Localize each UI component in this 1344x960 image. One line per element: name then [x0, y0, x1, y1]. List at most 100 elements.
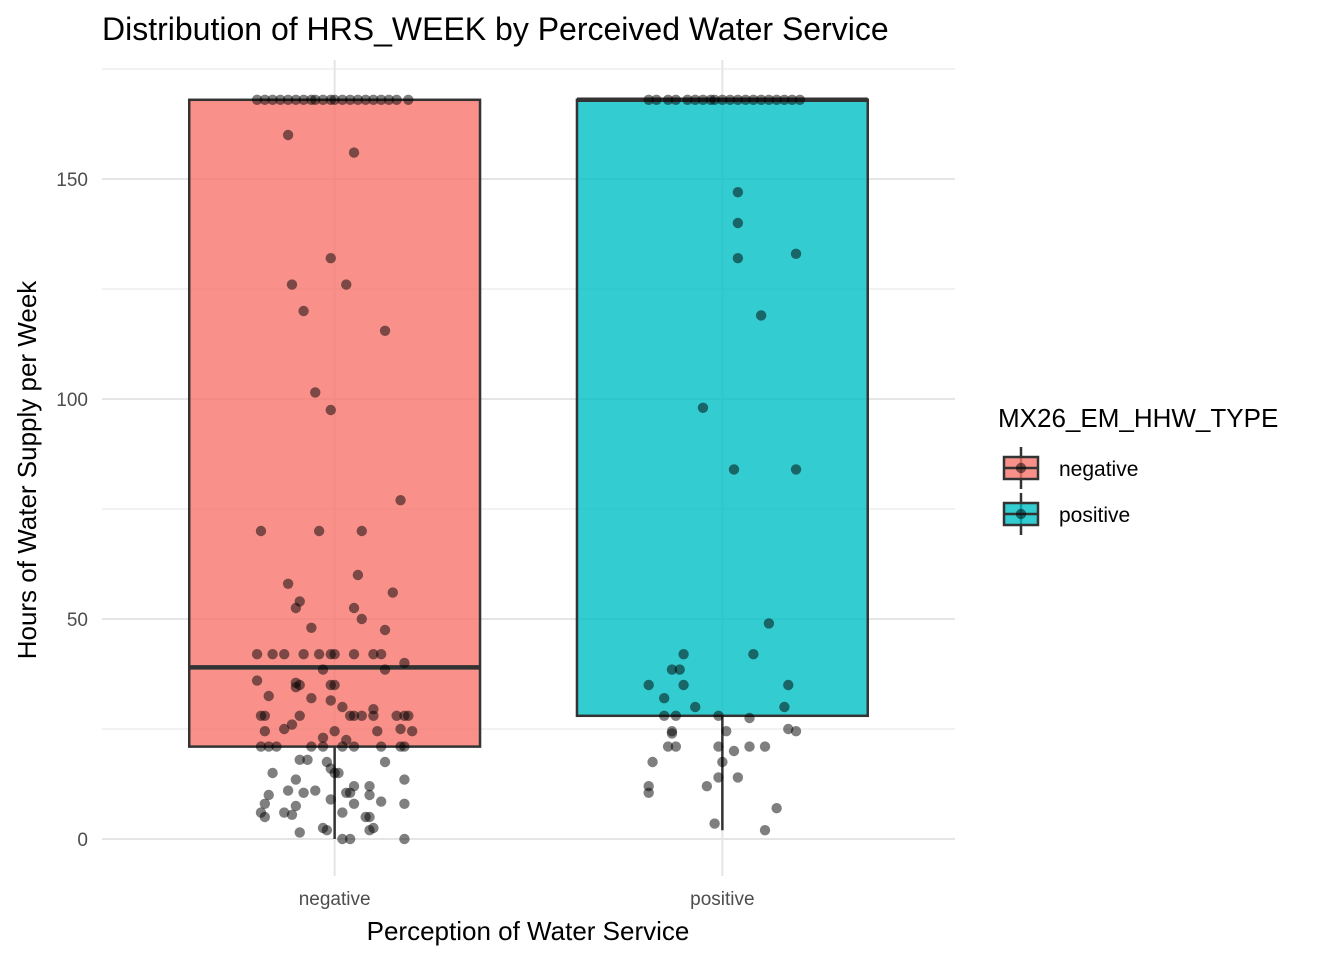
point-negative	[337, 701, 348, 713]
point-positive	[662, 94, 674, 106]
point-positive	[701, 781, 713, 792]
point-negative	[313, 649, 325, 660]
point-positive	[690, 94, 701, 106]
point-negative	[337, 833, 348, 845]
point-negative	[251, 94, 263, 106]
point-negative	[364, 811, 375, 823]
point-negative	[275, 94, 286, 106]
point-positive	[674, 664, 685, 675]
point-negative	[259, 811, 271, 823]
point-positive	[790, 248, 802, 259]
point-negative	[356, 525, 367, 537]
point-negative	[290, 94, 302, 106]
point-negative	[325, 253, 336, 264]
point-negative	[344, 94, 356, 106]
point-negative	[317, 664, 329, 675]
point-negative	[255, 525, 267, 537]
point-negative	[294, 710, 305, 721]
point-negative	[313, 525, 325, 537]
x-axis-title: Perception of Water Service	[367, 916, 690, 946]
point-negative	[348, 602, 360, 614]
point-negative	[263, 741, 274, 752]
point-negative	[337, 94, 348, 106]
y-tick-labels: 0 50 100 150	[56, 170, 88, 851]
point-positive	[666, 728, 678, 739]
point-positive	[678, 679, 689, 691]
point-negative	[348, 147, 360, 158]
point-negative	[379, 756, 391, 768]
point-negative	[286, 279, 298, 290]
point-negative	[267, 649, 278, 660]
x-tick-labels: negative positive	[299, 889, 755, 910]
point-positive	[713, 741, 724, 752]
point-negative	[375, 649, 387, 660]
point-negative	[251, 649, 263, 660]
point-positive	[732, 253, 744, 264]
point-negative	[329, 679, 340, 691]
point-negative	[290, 682, 302, 693]
point-negative	[399, 833, 410, 845]
point-negative	[282, 129, 294, 141]
point-positive	[771, 803, 782, 814]
point-positive	[709, 94, 720, 106]
point-positive	[732, 772, 744, 783]
point-negative	[290, 774, 302, 785]
point-negative	[321, 825, 333, 836]
point-negative	[379, 664, 391, 675]
point-positive	[666, 664, 678, 675]
point-negative	[279, 723, 290, 735]
point-negative	[337, 741, 348, 752]
point-negative	[263, 789, 274, 801]
point-negative	[325, 794, 336, 805]
point-positive	[651, 94, 662, 106]
point-negative	[294, 827, 305, 838]
point-negative	[329, 726, 340, 737]
point-negative	[286, 809, 298, 820]
point-negative	[310, 387, 321, 398]
point-negative	[259, 94, 271, 106]
point-positive	[643, 679, 654, 691]
point-negative	[399, 774, 410, 785]
y-axis-title: Hours of Water Supply per Week	[12, 280, 42, 660]
box-negative	[187, 98, 482, 839]
y-tick-label: 50	[67, 610, 88, 631]
point-positive	[771, 94, 782, 106]
point-positive	[786, 94, 798, 106]
point-negative	[329, 649, 340, 660]
chart-title: Distribution of HRS_WEEK by Perceived Wa…	[102, 11, 889, 47]
point-negative	[403, 710, 414, 721]
point-positive	[717, 756, 728, 768]
point-negative	[364, 825, 375, 836]
point-negative	[317, 94, 329, 106]
point-positive	[643, 94, 654, 106]
point-negative	[395, 723, 406, 735]
point-negative	[395, 495, 406, 506]
legend-title: MX26_EM_HHW_TYPE	[998, 403, 1278, 433]
point-negative	[383, 94, 395, 106]
point-positive	[759, 741, 771, 752]
point-positive	[728, 464, 740, 475]
point-positive	[732, 187, 744, 198]
point-negative	[329, 94, 340, 106]
point-negative	[399, 798, 410, 809]
point-negative	[251, 675, 263, 686]
box-rect	[575, 98, 870, 718]
point-positive	[728, 745, 740, 757]
point-negative	[352, 569, 364, 581]
point-positive	[724, 94, 736, 106]
point-negative	[259, 726, 271, 737]
point-negative	[364, 789, 375, 801]
point-positive	[647, 756, 658, 768]
point-positive	[732, 217, 744, 229]
point-negative	[259, 710, 271, 721]
point-positive	[744, 712, 755, 724]
y-tick-label: 0	[77, 830, 88, 851]
point-negative	[325, 695, 336, 706]
x-tick-label: negative	[299, 889, 371, 910]
point-negative	[375, 741, 387, 752]
point-negative	[310, 94, 321, 106]
point-negative	[368, 710, 379, 721]
point-positive	[643, 787, 654, 798]
point-negative	[399, 741, 410, 752]
point-negative	[368, 94, 379, 106]
